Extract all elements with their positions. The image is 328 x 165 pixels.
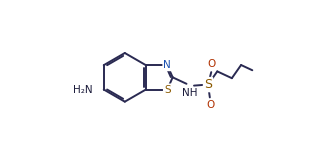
Text: N: N bbox=[163, 60, 171, 70]
Text: NH: NH bbox=[182, 88, 197, 98]
Text: S: S bbox=[204, 78, 212, 91]
Text: O: O bbox=[206, 100, 214, 110]
Text: H₂N: H₂N bbox=[73, 84, 92, 95]
Text: S: S bbox=[164, 84, 171, 95]
Text: O: O bbox=[208, 59, 216, 69]
